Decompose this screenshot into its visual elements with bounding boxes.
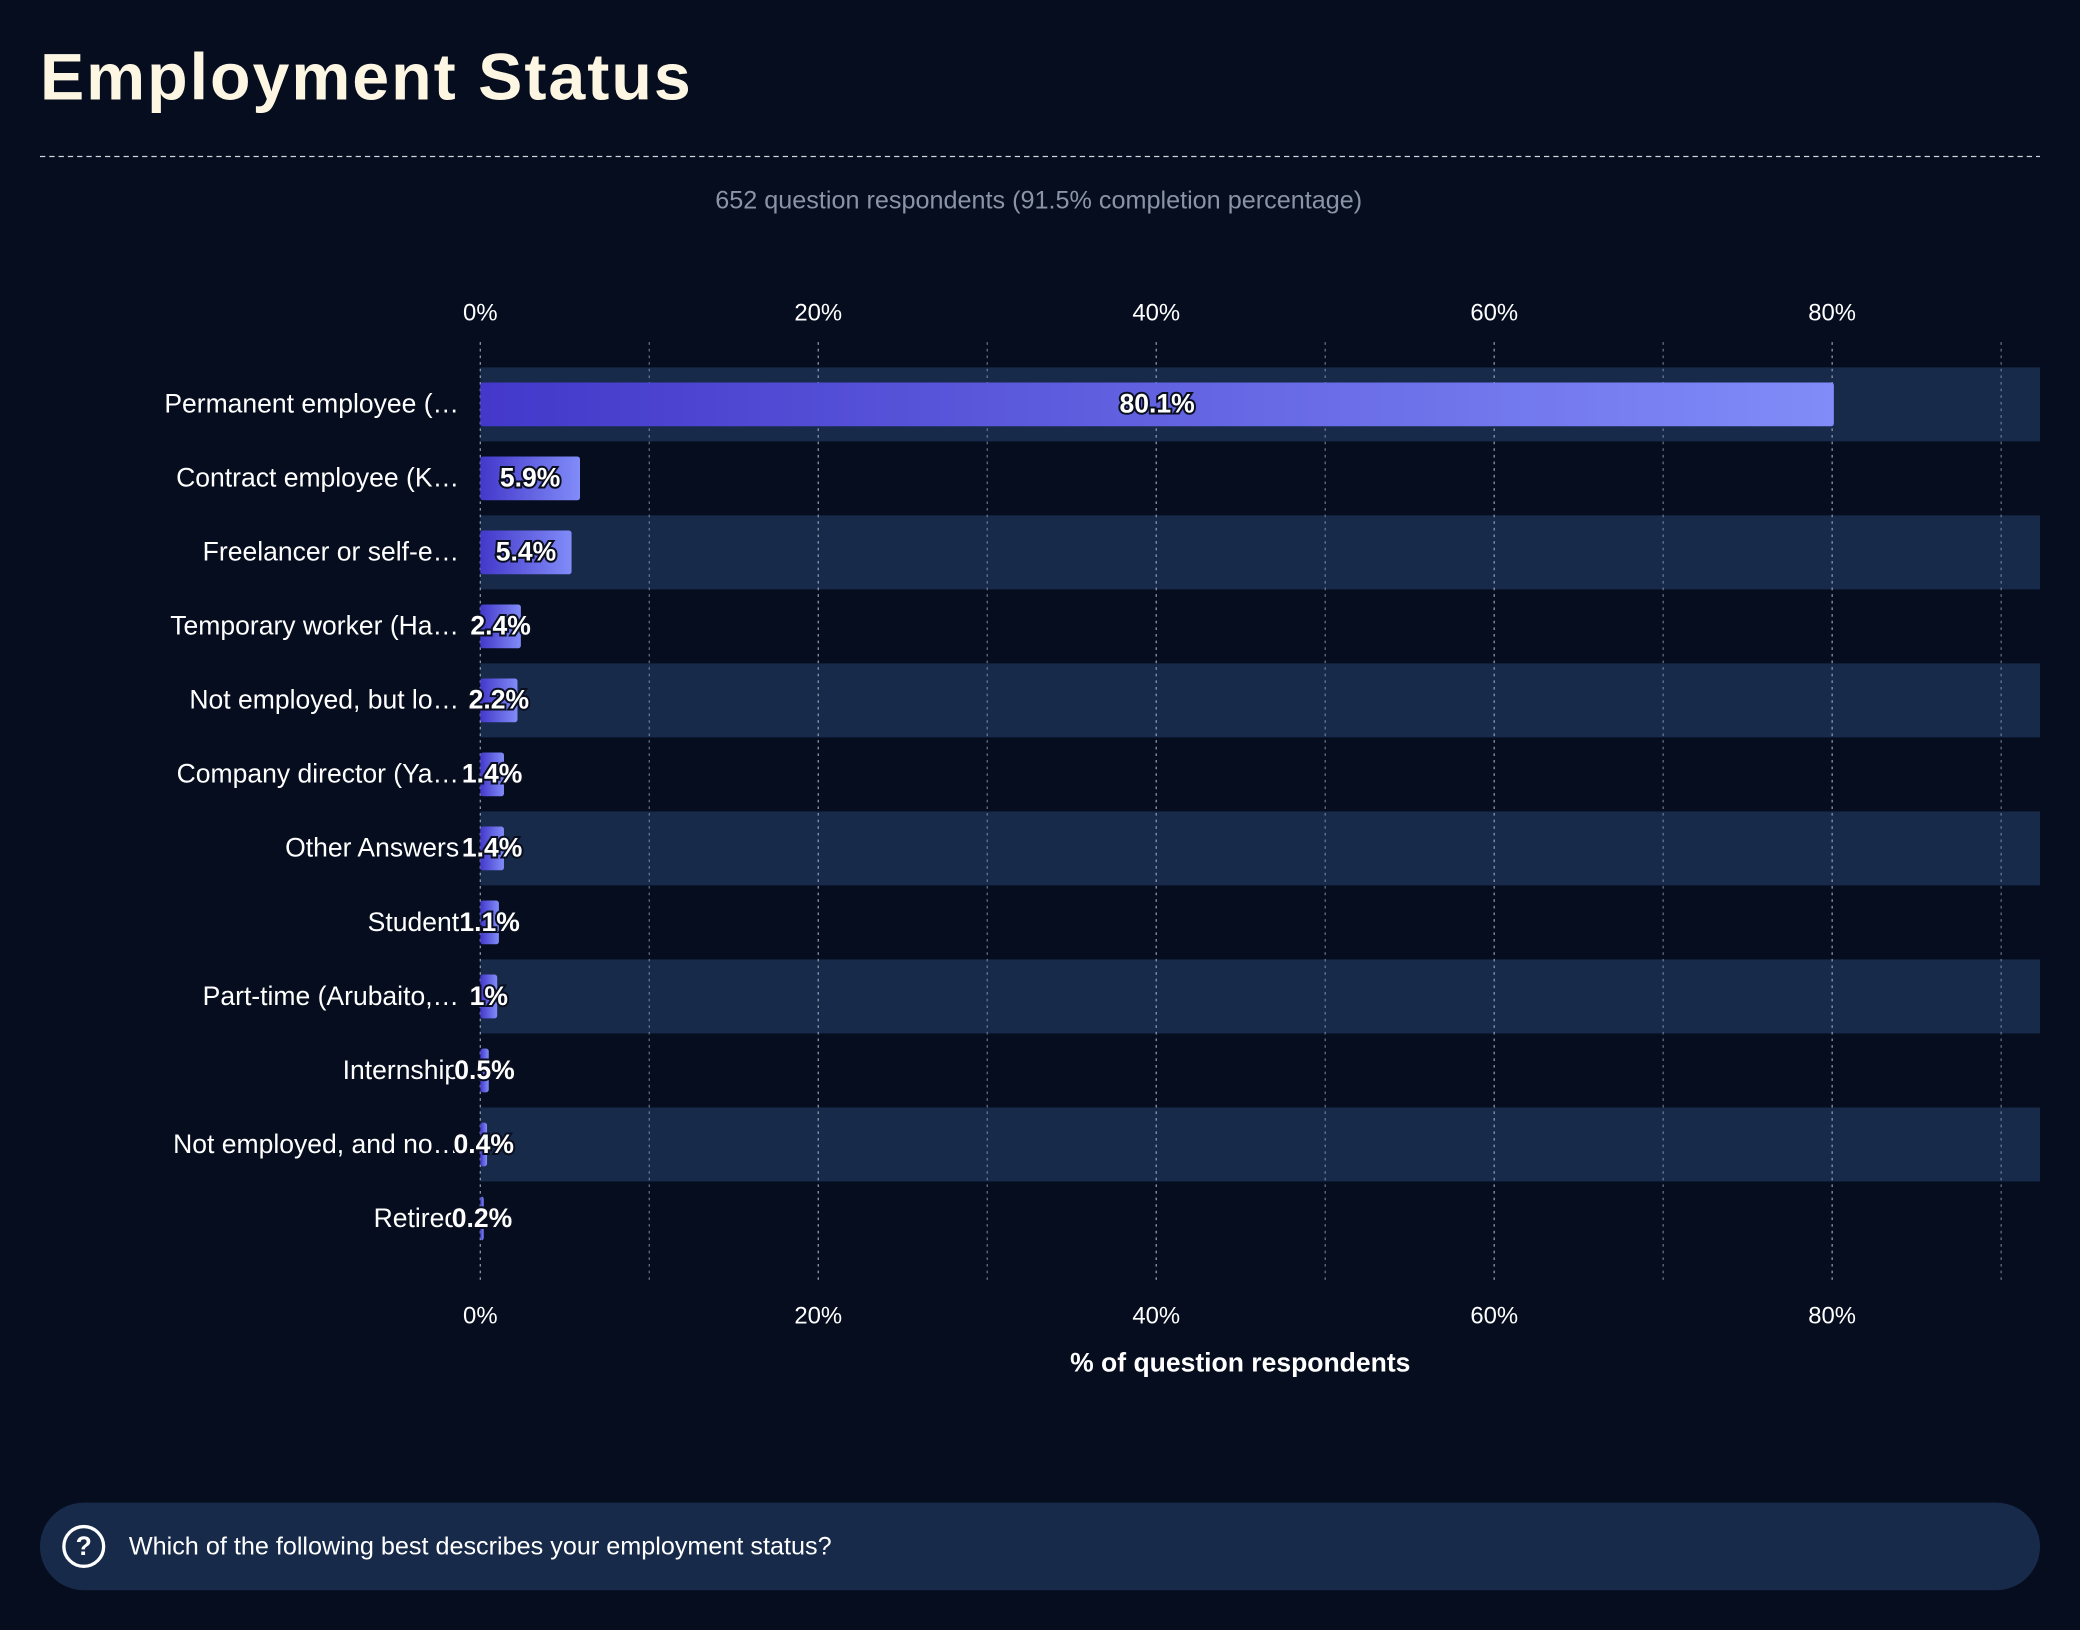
x-tick-label: 20% — [794, 1302, 842, 1329]
value-label: 0.2% — [452, 1203, 512, 1233]
help-icon-glyph: ? — [76, 1531, 92, 1561]
bar — [480, 456, 581, 501]
question-box — [39, 1502, 2041, 1591]
value-label: 0.5% — [454, 1055, 514, 1085]
row-stripe — [480, 663, 2041, 738]
value-label: 1.4% — [462, 833, 522, 863]
x-tick-label: 40% — [1132, 1302, 1180, 1329]
y-tick-label: Temporary worker (Ha… — [170, 611, 459, 641]
row-stripe — [480, 1107, 2041, 1182]
row-stripe — [480, 515, 2041, 590]
bar — [480, 1122, 488, 1167]
y-tick-label: Retired — [374, 1203, 459, 1233]
y-tick-label: Part-time (Arubaito,… — [203, 981, 459, 1011]
bar — [480, 974, 498, 1019]
value-label: 2.4% — [470, 611, 530, 641]
row-stripe — [480, 959, 2041, 1034]
value-label: 5.9% — [500, 463, 560, 493]
bar — [480, 678, 518, 723]
value-label: 0.4% — [453, 1129, 513, 1159]
y-tick-label: Not employed, and no… — [173, 1129, 459, 1159]
x-tick-label: 60% — [1470, 1302, 1518, 1329]
subtitle: 652 question respondents (91.5% completi… — [715, 186, 1362, 214]
value-label: 5.4% — [496, 537, 556, 567]
bar — [480, 1048, 489, 1093]
x-tick-label: 40% — [1132, 300, 1180, 327]
x-tick-label: 0% — [463, 300, 497, 327]
chart-title: Employment Status — [40, 41, 693, 115]
bar — [480, 530, 572, 575]
help-icon — [62, 1524, 106, 1568]
y-tick-label: Student — [368, 907, 460, 937]
y-tick-label: Contract employee (K… — [176, 463, 459, 493]
bar — [480, 1196, 484, 1241]
value-label: 80.1% — [1119, 389, 1194, 419]
row-stripe — [480, 811, 2041, 886]
y-tick-label: Internship — [343, 1055, 459, 1085]
value-label: 1.4% — [462, 759, 522, 789]
x-tick-label: 80% — [1808, 300, 1856, 327]
bar — [480, 604, 521, 649]
x-tick-label: 20% — [794, 300, 842, 327]
value-label: 1.1% — [459, 907, 519, 937]
bar — [480, 900, 499, 945]
y-tick-label: Company director (Ya… — [177, 759, 459, 789]
question-text: Which of the following best describes yo… — [129, 1532, 832, 1560]
y-tick-label: Not employed, but lo… — [189, 685, 459, 715]
y-tick-label: Other Answers — [285, 833, 459, 863]
x-axis-label: % of question respondents — [1070, 1348, 1410, 1378]
x-tick-label: 0% — [463, 1302, 497, 1329]
bar — [480, 826, 504, 871]
bar — [480, 382, 1834, 427]
y-tick-label: Freelancer or self-e… — [203, 537, 459, 567]
y-tick-label: Permanent employee (… — [164, 389, 459, 419]
x-tick-label: 80% — [1808, 1302, 1856, 1329]
value-label: 1% — [470, 981, 508, 1011]
x-tick-label: 60% — [1470, 300, 1518, 327]
value-label: 2.2% — [469, 685, 529, 715]
bar — [480, 752, 504, 797]
